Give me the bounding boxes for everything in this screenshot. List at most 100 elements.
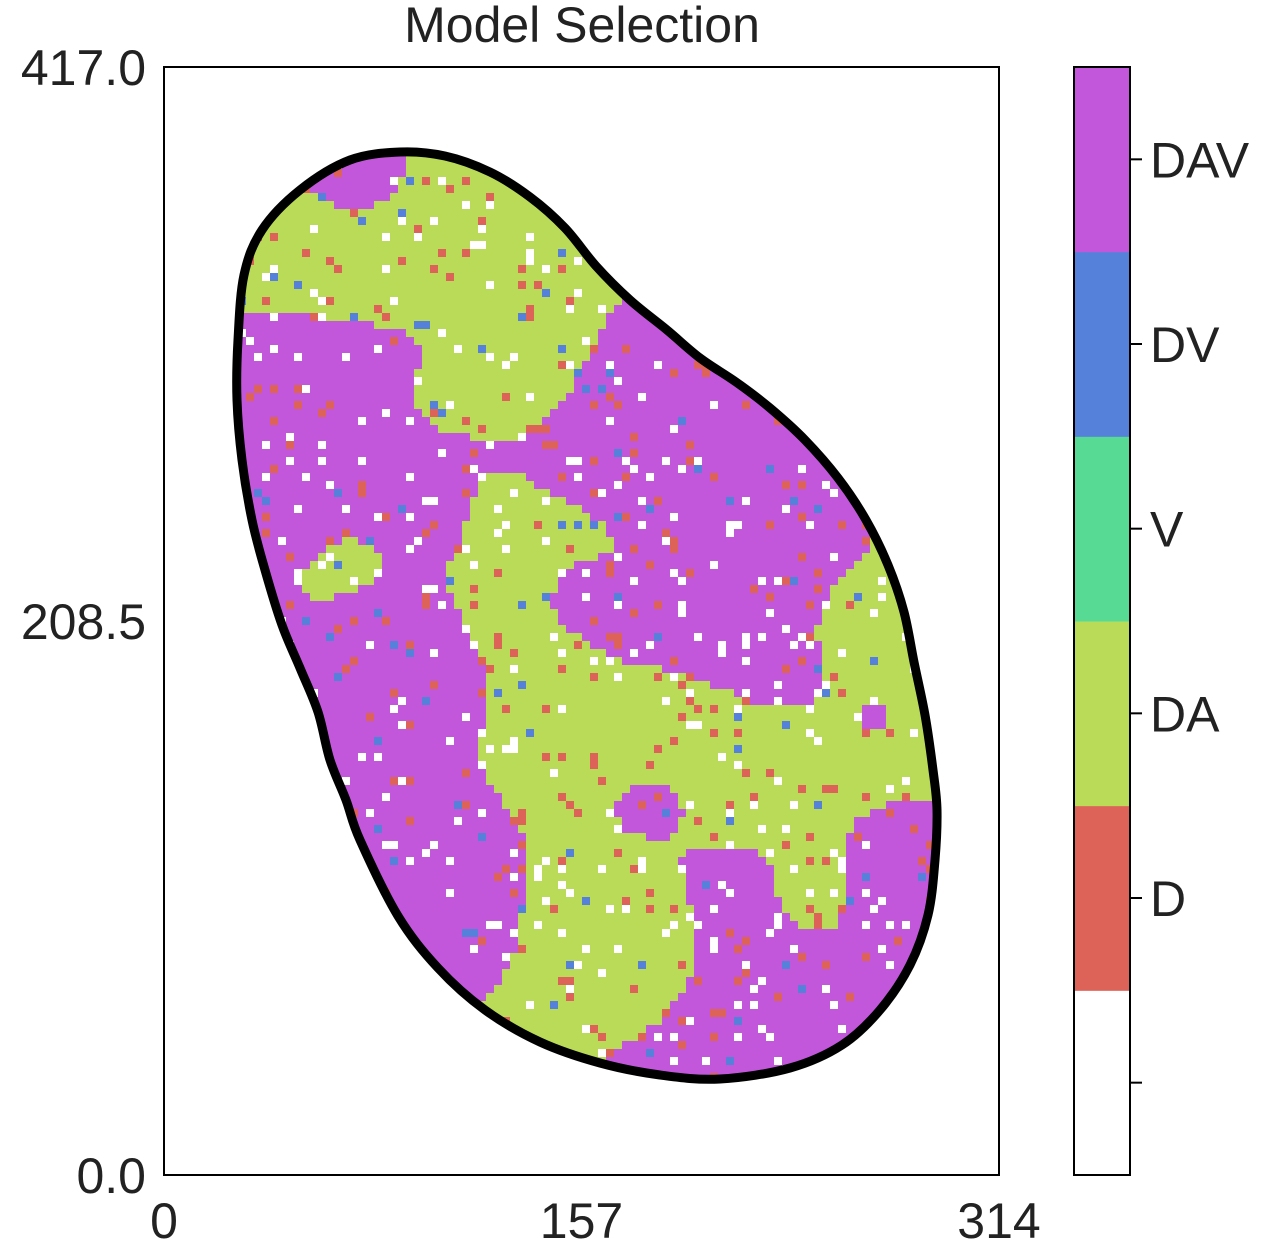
heatmap-cell xyxy=(334,169,343,178)
heatmap-cell xyxy=(422,481,431,490)
heatmap-cell xyxy=(486,393,495,402)
heatmap-cell xyxy=(374,161,383,170)
heatmap-cell xyxy=(366,417,375,426)
heatmap-cell xyxy=(310,337,319,346)
heatmap-cell xyxy=(734,577,743,586)
heatmap-cell xyxy=(558,577,567,586)
heatmap-cell xyxy=(438,217,447,226)
heatmap-cell xyxy=(286,297,295,306)
heatmap-cell xyxy=(342,321,351,330)
heatmap-cell xyxy=(414,233,423,242)
heatmap-cell xyxy=(542,449,551,458)
heatmap-cell xyxy=(526,201,535,210)
heatmap-cell xyxy=(870,569,879,578)
heatmap-cell xyxy=(830,481,839,490)
heatmap-cell xyxy=(606,553,615,562)
heatmap-cell xyxy=(390,265,399,274)
heatmap-cell xyxy=(574,425,583,434)
heatmap-cell xyxy=(278,393,287,402)
heatmap-cell xyxy=(398,521,407,530)
heatmap-cell xyxy=(758,529,767,538)
heatmap-cell xyxy=(326,329,335,338)
heatmap-cell xyxy=(358,521,367,530)
heatmap-cell xyxy=(414,377,423,386)
heatmap-cell xyxy=(318,553,327,562)
heatmap-cell xyxy=(502,361,511,370)
heatmap-cell xyxy=(398,201,407,210)
heatmap-cell xyxy=(454,441,463,450)
heatmap-cell xyxy=(542,457,551,466)
heatmap-cell xyxy=(750,521,759,530)
heatmap-cell xyxy=(654,393,663,402)
heatmap-cell xyxy=(646,505,655,514)
heatmap-cell xyxy=(414,521,423,530)
heatmap-cell xyxy=(774,505,783,514)
heatmap-cell xyxy=(470,417,479,426)
heatmap-cell xyxy=(710,553,719,562)
heatmap-cell xyxy=(318,393,327,402)
heatmap-cell xyxy=(662,377,671,386)
heatmap-cell xyxy=(662,441,671,450)
heatmap-cell xyxy=(414,305,423,314)
heatmap-cell xyxy=(478,361,487,370)
heatmap-cell xyxy=(438,473,447,482)
heatmap-cell xyxy=(366,505,375,514)
heatmap-cell xyxy=(374,577,383,586)
heatmap-cell xyxy=(694,449,703,458)
heatmap-cell xyxy=(670,497,679,506)
heatmap-cell xyxy=(662,473,671,482)
heatmap-cell xyxy=(422,425,431,434)
heatmap-cell xyxy=(446,473,455,482)
heatmap-cell xyxy=(494,449,503,458)
heatmap-cell xyxy=(270,393,279,402)
heatmap-cell xyxy=(286,441,295,450)
heatmap-cell xyxy=(374,561,383,570)
heatmap-cell xyxy=(486,401,495,410)
heatmap-cell xyxy=(422,353,431,362)
heatmap-cell xyxy=(670,449,679,458)
heatmap-cell xyxy=(438,329,447,338)
heatmap-cell xyxy=(334,225,343,234)
heatmap-cell xyxy=(318,513,327,522)
heatmap-cell xyxy=(294,201,303,210)
heatmap-cell xyxy=(462,433,471,442)
heatmap-cell xyxy=(422,265,431,274)
heatmap-cell xyxy=(550,281,559,290)
heatmap-cell xyxy=(382,497,391,506)
heatmap-cell xyxy=(550,497,559,506)
heatmap-cell xyxy=(470,537,479,546)
heatmap-cell xyxy=(398,353,407,362)
heatmap-cell xyxy=(302,313,311,322)
heatmap-cell xyxy=(334,417,343,426)
heatmap-cell xyxy=(838,521,847,530)
heatmap-cell xyxy=(662,353,671,362)
heatmap-cell xyxy=(478,521,487,530)
heatmap-cell xyxy=(734,505,743,514)
heatmap-cell xyxy=(670,473,679,482)
heatmap-cell xyxy=(374,425,383,434)
heatmap-cell xyxy=(878,569,887,578)
heatmap-cell xyxy=(398,217,407,226)
heatmap-cell xyxy=(350,273,359,282)
heatmap-cell xyxy=(854,577,863,586)
heatmap-cell xyxy=(846,553,855,562)
heatmap-cell xyxy=(422,537,431,546)
heatmap-cell xyxy=(494,265,503,274)
heatmap-cell xyxy=(542,265,551,274)
heatmap-cell xyxy=(510,545,519,554)
heatmap-cell xyxy=(590,281,599,290)
heatmap-cell xyxy=(630,369,639,378)
heatmap-cell xyxy=(766,489,775,498)
heatmap-cell xyxy=(590,489,599,498)
heatmap-cell xyxy=(310,433,319,442)
heatmap-cell xyxy=(534,313,543,322)
heatmap-cell xyxy=(486,281,495,290)
heatmap-cell xyxy=(438,185,447,194)
heatmap-cell xyxy=(342,529,351,538)
heatmap-cell xyxy=(534,481,543,490)
heatmap-cell xyxy=(702,385,711,394)
heatmap-cell xyxy=(582,369,591,378)
heatmap-cell xyxy=(406,313,415,322)
heatmap-cell xyxy=(662,481,671,490)
heatmap-cell xyxy=(574,273,583,282)
